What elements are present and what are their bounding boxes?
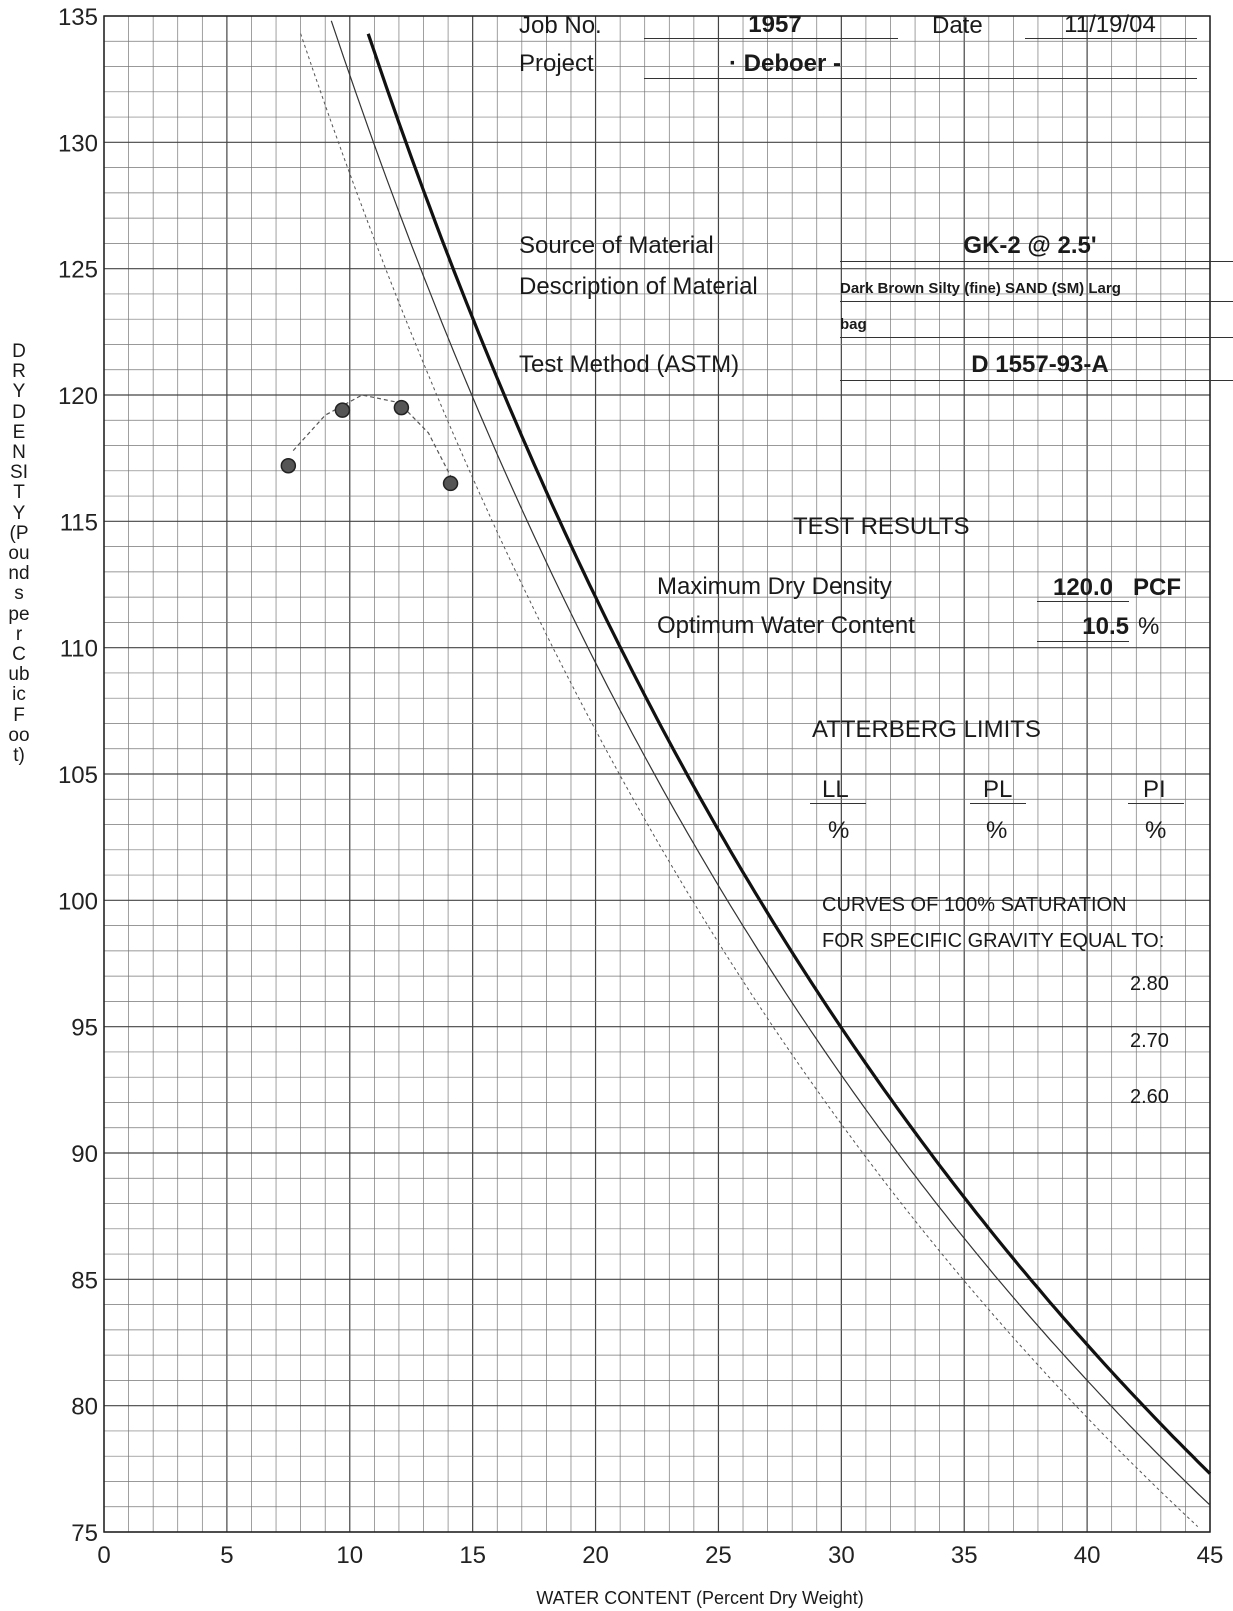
data-point (334, 402, 351, 418)
y-tick-label: 120 (58, 383, 98, 410)
description-value-line2: bag (840, 316, 867, 333)
pi-label: PI (1143, 776, 1166, 803)
x-tick-label: 0 (97, 1542, 110, 1569)
y-tick-label: 135 (58, 4, 98, 31)
job-label: Job No. (519, 12, 602, 39)
optimum-wc-value: 10.5 (1082, 613, 1129, 640)
y-tick-label: 75 (71, 1520, 98, 1547)
y-tick-label: 130 (58, 130, 98, 157)
saturation-note-line1: CURVES OF 100% SATURATION (822, 894, 1127, 916)
max-density-value: 120.0 (1052, 574, 1114, 601)
method-label: Test Method (ASTM) (519, 351, 740, 378)
x-tick-label: 5 (220, 1542, 233, 1569)
x-tick-label: 10 (336, 1542, 363, 1569)
y-tick-label: 80 (71, 1394, 98, 1421)
pi-value: % (1145, 817, 1167, 844)
pl-label: PL (983, 776, 1013, 803)
ll-value: % (828, 817, 850, 844)
pl-value: % (986, 817, 1008, 844)
optimum-wc-label: Optimum Water Content (657, 612, 915, 639)
x-tick-label: 35 (951, 1542, 978, 1569)
saturation-curve-2-8 (366, 33, 1212, 1475)
max-density-underline (1037, 601, 1129, 602)
project-label: Project (519, 50, 594, 77)
gravity-2-80: 2.80 (1130, 973, 1169, 995)
description-underline-1 (840, 301, 1233, 302)
y-tick-label: 90 (71, 1141, 98, 1168)
y-tick-label: 105 (58, 762, 98, 789)
compaction-curve (292, 394, 452, 477)
pl-underline (970, 803, 1026, 804)
project-underline (644, 78, 1197, 79)
job-underline (644, 38, 898, 39)
y-tick-label: 110 (60, 636, 98, 663)
gravity-2-70: 2.70 (1130, 1030, 1169, 1052)
y-axis-title: DRY DENSITY (Pounds per Cubic Foot) (8, 341, 30, 767)
saturation-curve-2-6 (300, 33, 1199, 1527)
date-underline (1025, 38, 1197, 39)
method-underline (840, 380, 1233, 381)
x-tick-label: 15 (459, 1542, 486, 1569)
source-value: GK-2 @ 2.5' (963, 232, 1097, 259)
max-density-unit: PCF (1133, 574, 1181, 601)
description-label: Description of Material (519, 273, 758, 300)
source-label: Source of Material (519, 232, 714, 259)
max-density-label: Maximum Dry Density (657, 573, 892, 600)
data-point (393, 399, 410, 416)
date-value: 11/19/04 (1064, 11, 1156, 38)
y-tick-label: 115 (60, 509, 98, 536)
pi-underline (1128, 803, 1184, 804)
x-tick-label: 20 (582, 1542, 609, 1569)
test-results-title: TEST RESULTS (793, 513, 970, 540)
x-tick-label: 30 (828, 1542, 855, 1569)
plot-frame (103, 15, 1211, 1533)
saturation-note-line2: FOR SPECIFIC GRAVITY EQUAL TO: (822, 930, 1165, 952)
saturation-curve-2-7 (330, 20, 1211, 1506)
data-point (280, 457, 297, 474)
job-value: 1957 (748, 11, 802, 38)
optimum-wc-underline (1037, 641, 1129, 642)
ll-underline (810, 803, 866, 804)
x-tick-label: 40 (1074, 1542, 1101, 1569)
atterberg-title: ATTERBERG LIMITS (812, 716, 1041, 743)
gravity-2-60: 2.60 (1130, 1086, 1169, 1108)
x-tick-label: 25 (705, 1542, 732, 1569)
optimum-wc-unit: % (1138, 613, 1160, 640)
y-tick-label: 125 (58, 257, 98, 284)
y-tick-label: 85 (71, 1267, 98, 1294)
ll-label: LL (822, 776, 849, 803)
project-value: · Deboer - (728, 50, 841, 77)
x-tick-label: 45 (1197, 1542, 1224, 1569)
x-axis-title: WATER CONTENT (Percent Dry Weight) (536, 1588, 864, 1608)
data-point (442, 475, 459, 492)
date-label: Date (932, 12, 983, 39)
method-value: D 1557-93-A (971, 351, 1109, 378)
y-tick-label: 95 (71, 1015, 98, 1042)
y-tick-label: 100 (58, 888, 98, 915)
description-underline-2 (840, 337, 1233, 338)
source-underline (840, 261, 1233, 262)
description-value-line1: Dark Brown Silty (fine) SAND (SM) Larg (840, 280, 1121, 297)
